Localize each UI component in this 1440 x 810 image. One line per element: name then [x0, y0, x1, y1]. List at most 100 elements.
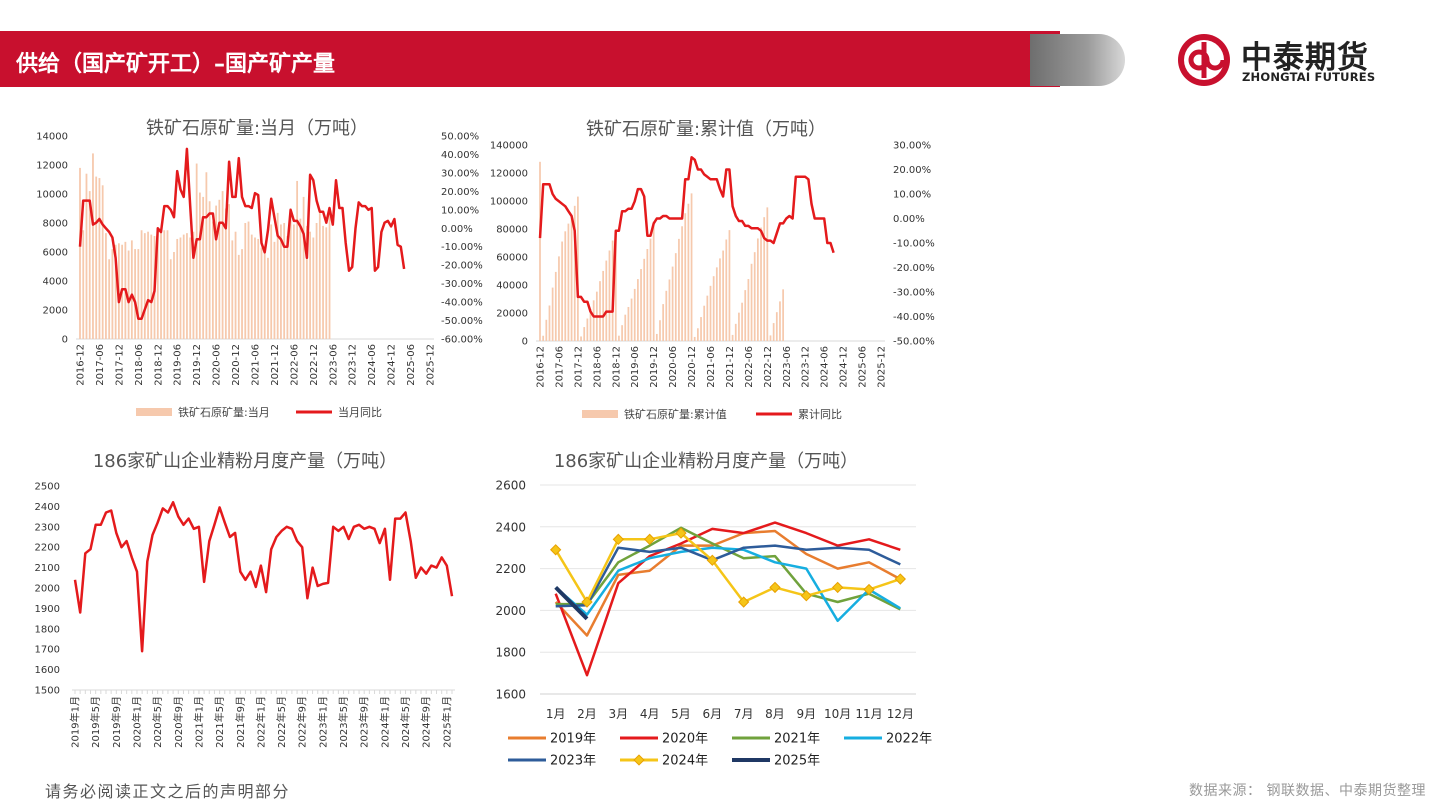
- bar: [775, 312, 778, 341]
- bar: [140, 230, 143, 339]
- x-tick-label: 2023-06: [782, 346, 793, 388]
- bar: [105, 233, 107, 339]
- bar: [715, 267, 718, 341]
- bar: [237, 254, 240, 339]
- x-tick-label: 2024-06: [820, 346, 831, 388]
- bar: [254, 237, 256, 339]
- bar: [772, 323, 775, 341]
- bar: [218, 199, 221, 339]
- series-marker-2024: [706, 554, 718, 566]
- bar: [548, 305, 551, 341]
- legend-label: 2019年: [550, 732, 596, 747]
- bar: [205, 172, 208, 339]
- bar: [782, 289, 784, 341]
- y-left-tick-label: 80000: [496, 225, 528, 236]
- series-line-2025年: [554, 585, 589, 621]
- x-tick-label: 2024年1月: [378, 696, 391, 748]
- bar: [719, 258, 721, 341]
- bar: [652, 221, 655, 341]
- bar: [130, 240, 133, 339]
- bar: [163, 230, 166, 339]
- chart-title: 铁矿石原矿量:当月（万吨）: [146, 118, 368, 139]
- bar: [318, 211, 321, 339]
- bar: [655, 333, 658, 341]
- bar: [712, 276, 715, 341]
- series-marker-2024: [832, 581, 844, 594]
- bar: [127, 250, 130, 339]
- y-tick-label: 2000: [495, 604, 526, 618]
- disclaimer-note: 请务必阅读正文之后的声明部分: [45, 782, 291, 801]
- bar: [111, 249, 114, 339]
- x-tick-label: 2019-12: [192, 344, 203, 386]
- series-marker-2024: [644, 533, 656, 545]
- y-tick-label: 1900: [35, 604, 60, 615]
- yoy-series-line: [78, 147, 406, 320]
- bar: [211, 221, 214, 339]
- y-tick-label: 1800: [35, 624, 60, 635]
- bar: [312, 237, 315, 339]
- bar: [82, 230, 85, 339]
- x-tick-label: 2023-12: [348, 344, 359, 386]
- x-tick-label: 2019-06: [630, 346, 641, 388]
- bar: [276, 212, 279, 339]
- x-tick-label: 2020-06: [212, 344, 223, 386]
- bar: [649, 238, 652, 341]
- bar: [646, 249, 649, 341]
- legend-line-label: 当月同比: [338, 405, 382, 419]
- legend-label: 2024年: [662, 754, 708, 769]
- y-right-tick-label: -60.00%: [441, 335, 483, 346]
- logo-icon: [1178, 34, 1230, 86]
- bar: [92, 153, 94, 339]
- bar: [179, 237, 182, 339]
- bar: [542, 335, 545, 341]
- y-right-tick-label: -30.00%: [893, 288, 935, 299]
- y-right-tick-label: 0.00%: [441, 224, 473, 235]
- bar: [173, 252, 175, 339]
- bar: [637, 279, 639, 341]
- x-tick-label: 2018-12: [153, 344, 164, 386]
- bar: [659, 320, 661, 341]
- x-category-label: 6月: [703, 707, 723, 721]
- bar: [286, 236, 289, 339]
- bar: [769, 335, 772, 341]
- logo-chinese-name: 中泰期货: [1241, 40, 1369, 76]
- bar: [618, 335, 620, 341]
- bar: [539, 161, 541, 341]
- y-left-tick-label: 120000: [490, 169, 528, 180]
- bar: [561, 241, 563, 341]
- title-banner: [0, 31, 1060, 87]
- chart-title: 186家矿山企业精粉月度产量（万吨）: [554, 451, 858, 472]
- y-left-tick-label: 6000: [43, 248, 68, 259]
- chart-title: 铁矿石原矿量:累计值（万吨）: [586, 119, 826, 140]
- series-line-2021年: [555, 526, 901, 611]
- cumulative-output-chart: 铁矿石原矿量:累计值（万吨） 0 20000 40000 60000 80000 10000…: [490, 119, 935, 421]
- bar: [283, 223, 286, 339]
- bar: [573, 205, 576, 341]
- bar: [586, 318, 589, 341]
- bar: [267, 257, 269, 339]
- chart-title: 186家矿山企业精粉月度产量（万吨）: [93, 451, 397, 472]
- bar: [228, 204, 230, 339]
- yoy-series-line: [538, 156, 835, 318]
- x-tick-label: 2024年5月: [399, 696, 412, 748]
- bar: [608, 250, 611, 341]
- series-marker-2024: [550, 544, 562, 556]
- x-category-label: 12月: [887, 707, 914, 721]
- x-tick-label: 2025-12: [426, 344, 437, 386]
- y-tick-label: 2000: [35, 584, 60, 595]
- x-tick-label: 2017-12: [114, 344, 125, 386]
- x-tick-label: 2020年5月: [151, 696, 164, 748]
- bar: [599, 281, 601, 341]
- bar: [208, 201, 211, 339]
- x-tick-label: 2017-12: [573, 346, 584, 388]
- x-tick-label: 2020-12: [231, 344, 242, 386]
- bar: [779, 301, 781, 341]
- bar: [614, 230, 617, 341]
- bar: [224, 208, 227, 339]
- y-right-tick-label: -20.00%: [893, 263, 935, 274]
- bar: [690, 193, 693, 341]
- y-tick-label: 1800: [495, 646, 526, 660]
- legend-label: 2025年: [774, 754, 820, 769]
- y-left-tick-label: 12000: [36, 161, 68, 172]
- y-right-tick-label: 50.00%: [441, 132, 479, 143]
